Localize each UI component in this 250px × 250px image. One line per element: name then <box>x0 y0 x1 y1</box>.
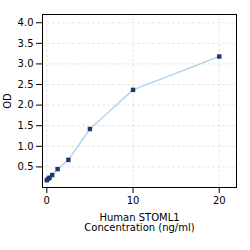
svg-text:3.0: 3.0 <box>18 58 34 69</box>
svg-text:1.0: 1.0 <box>18 141 34 152</box>
svg-text:0.5: 0.5 <box>18 161 34 172</box>
svg-text:20: 20 <box>213 195 226 206</box>
svg-text:1.5: 1.5 <box>18 120 34 131</box>
svg-text:4.0: 4.0 <box>18 17 34 28</box>
svg-text:10: 10 <box>127 195 140 206</box>
svg-text:Human STOML1Concentration (ng/: Human STOML1Concentration (ng/ml) <box>84 212 194 233</box>
svg-text:2.5: 2.5 <box>18 79 34 90</box>
svg-text:0: 0 <box>44 195 50 206</box>
svg-text:OD: OD <box>2 93 13 109</box>
svg-text:2.0: 2.0 <box>18 99 34 110</box>
svg-text:3.5: 3.5 <box>18 38 34 49</box>
